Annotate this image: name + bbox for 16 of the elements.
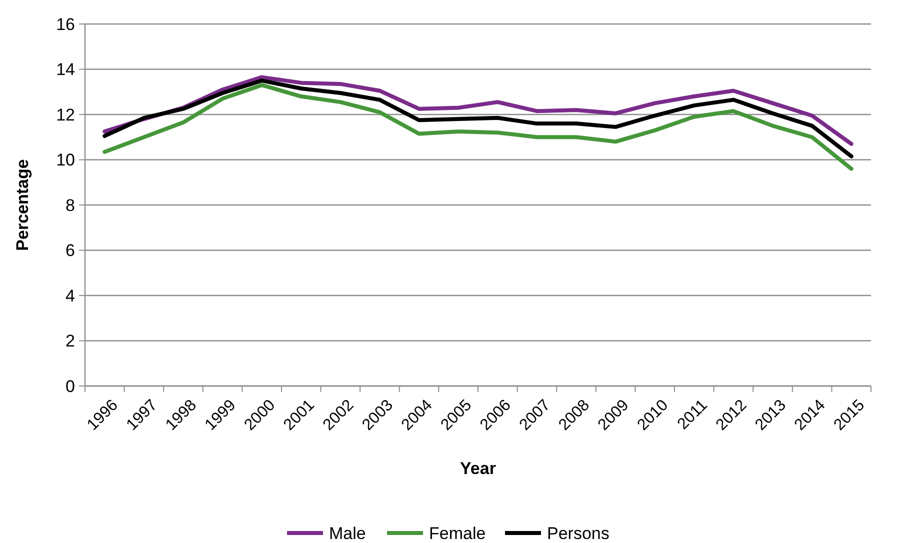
y-tick-label: 6 (66, 241, 75, 260)
y-tick-label: 16 (56, 14, 75, 34)
x-axis-title: Year (460, 459, 496, 478)
y-tick-label: 4 (66, 286, 75, 306)
y-tick-label: 0 (66, 376, 75, 396)
y-tick-label: 10 (56, 150, 75, 170)
legend-label: Male (329, 524, 366, 543)
y-tick-label: 12 (56, 105, 75, 124)
legend-label: Female (429, 524, 486, 543)
y-tick-label: 14 (56, 60, 75, 80)
line-series (102, 78, 854, 158)
y-tick-label: 2 (66, 332, 75, 351)
y-tick-label: 8 (66, 196, 75, 215)
y-axis-title: Percentage (13, 159, 32, 251)
line-series (102, 83, 854, 171)
legend-label: Persons (547, 524, 610, 543)
